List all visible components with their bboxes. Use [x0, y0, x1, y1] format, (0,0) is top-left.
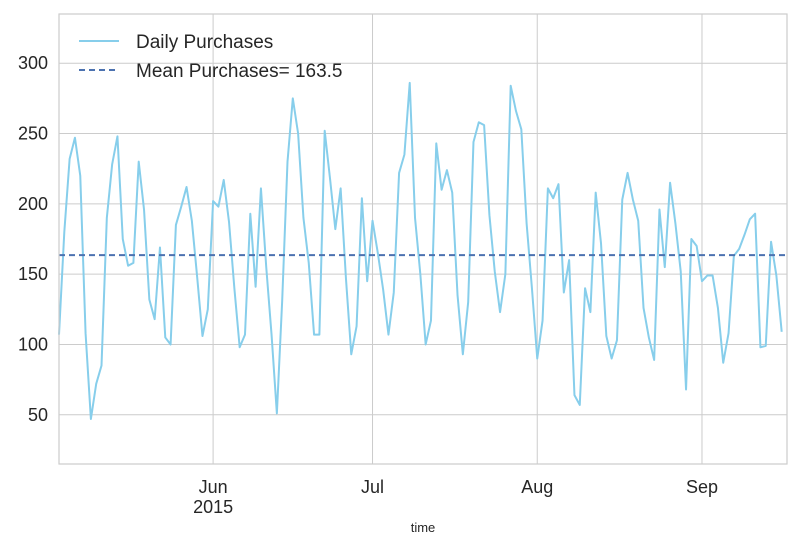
y-tick-label: 100 — [18, 334, 48, 354]
y-tick-label: 200 — [18, 194, 48, 214]
x-tick-label: Sep — [686, 477, 718, 497]
y-tick-label: 250 — [18, 124, 48, 144]
legend-label-mean-purchases: Mean Purchases= 163.5 — [136, 61, 343, 82]
y-tick-label: 300 — [18, 53, 48, 73]
series-lines — [58, 81, 787, 420]
x-tick-label: Jun — [199, 477, 228, 497]
x-axis-label: time — [411, 520, 436, 535]
y-tick-labels: 50 100 150 200 250 300 — [18, 53, 48, 425]
x-tick-sublabel: 2015 — [193, 497, 233, 517]
grid-lines — [59, 14, 787, 464]
legend-label-daily-purchases: Daily Purchases — [136, 32, 273, 53]
x-tick-label: Aug — [521, 477, 553, 497]
y-tick-label: 50 — [28, 405, 48, 425]
y-tick-label: 150 — [18, 264, 48, 284]
x-tick-label: Jul — [361, 477, 384, 497]
legend: Daily Purchases Mean Purchases= 163.5 — [79, 32, 343, 82]
plot-frame — [58, 13, 788, 465]
series-line-daily-purchases — [58, 81, 783, 420]
